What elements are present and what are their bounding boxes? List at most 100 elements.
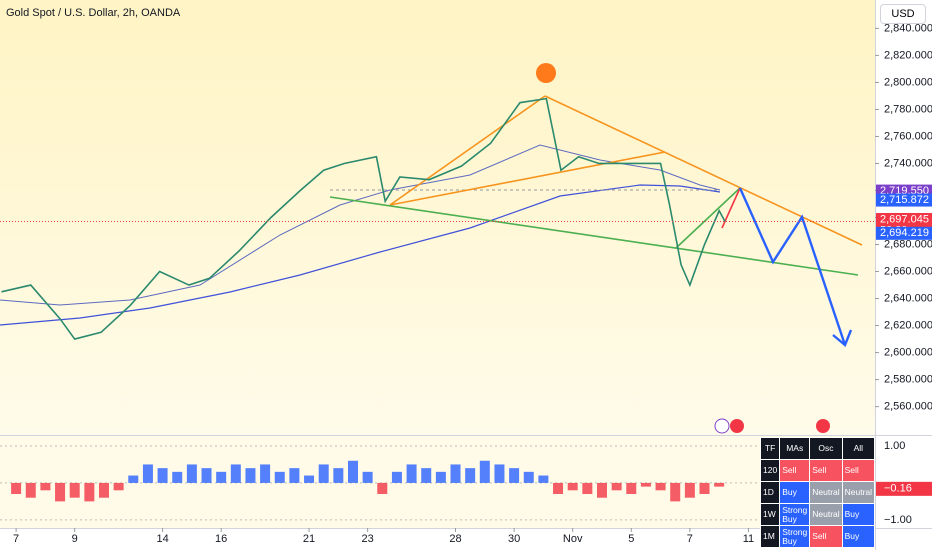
y-tick-label: 2,640.000 xyxy=(884,292,932,304)
price-tag-label: 2,694.219 xyxy=(880,227,929,239)
price-tag xyxy=(876,226,932,240)
osc-bar xyxy=(655,482,666,491)
osc-bar xyxy=(538,475,549,483)
x-tick-label: 23 xyxy=(362,533,374,545)
osc-bar xyxy=(201,468,212,483)
x-tick-label: 5 xyxy=(628,533,634,545)
osc-bar xyxy=(567,482,578,491)
osc-bar xyxy=(186,464,197,483)
table-cell: Buy xyxy=(841,503,876,526)
osc-bar xyxy=(714,482,725,487)
table-cell: Osc xyxy=(809,437,843,460)
osc-bar xyxy=(523,471,534,483)
table-cell: Strong Buy xyxy=(779,503,811,526)
table-cell: Buy xyxy=(841,525,876,548)
y-tick-label: 2,780.000 xyxy=(884,103,932,115)
table-cell: Sell xyxy=(779,459,811,482)
moving-average xyxy=(0,184,721,326)
osc-bar xyxy=(465,468,476,483)
x-tick-label: 28 xyxy=(449,533,461,545)
table-cell: 1M xyxy=(759,525,781,548)
osc-bar xyxy=(172,471,183,483)
osc-bar xyxy=(347,460,358,483)
x-tick-label: Nov xyxy=(563,533,583,545)
value-tag-label: −0.16 xyxy=(884,483,912,495)
table-cell: 1D xyxy=(759,481,781,504)
value-tag xyxy=(876,481,932,496)
osc-bar xyxy=(684,482,695,498)
table-row: 1D Buy Neutral Neutral xyxy=(759,481,876,504)
table-cell: Sell xyxy=(841,459,876,482)
x-tick-label: 7 xyxy=(13,533,19,545)
event-icon xyxy=(730,419,744,433)
osc-bar xyxy=(230,464,241,483)
y-tick-label: 2,600.000 xyxy=(884,346,932,358)
table-cell: Neutral xyxy=(841,481,876,504)
osc-bar xyxy=(479,460,490,483)
x-tick-label: 9 xyxy=(72,533,78,545)
table-cell: Neutral xyxy=(809,503,843,526)
osc-bar xyxy=(450,464,461,483)
osc-bar xyxy=(377,482,388,495)
table-cell: Strong Buy xyxy=(779,525,811,548)
y-tick-label: 1.00 xyxy=(884,440,905,452)
osc-bar xyxy=(582,482,593,495)
y-tick-label: 2,660.000 xyxy=(884,265,932,277)
x-tick-label: 7 xyxy=(687,533,693,545)
osc-bar xyxy=(494,464,505,483)
osc-bar xyxy=(362,471,373,483)
osc-bar xyxy=(553,482,564,495)
fire-icon xyxy=(536,63,556,83)
table-row: 120 Sell Sell Sell xyxy=(759,459,876,482)
y-tick-label: 2,740.000 xyxy=(884,157,932,169)
table-cell: Sell xyxy=(809,459,843,482)
osc-bar xyxy=(333,468,344,483)
osc-bar xyxy=(289,468,300,483)
osc-bar xyxy=(699,482,710,495)
price-line xyxy=(1,97,726,340)
osc-bar xyxy=(40,482,51,491)
trend-line xyxy=(544,95,863,246)
osc-bar xyxy=(69,482,80,498)
y-tick-label: 2,820.000 xyxy=(884,49,932,61)
y-tick-label: 2,840.000 xyxy=(884,22,932,34)
table-row: TF MAs Osc All xyxy=(759,437,876,460)
osc-bar xyxy=(260,464,271,483)
y-tick-label: 2,800.000 xyxy=(884,76,932,88)
osc-bar xyxy=(391,471,402,483)
event-icon xyxy=(816,419,830,433)
osc-bar xyxy=(626,482,637,495)
trend-line xyxy=(389,95,546,206)
x-tick-label: 30 xyxy=(508,533,520,545)
trend-line xyxy=(389,151,666,206)
table-row: 1W Strong Buy Neutral Buy xyxy=(759,503,876,526)
projection xyxy=(738,187,847,346)
y-tick-label: 2,620.000 xyxy=(884,319,932,331)
table-cell: MAs xyxy=(779,437,811,460)
price-tag-label: 2,697.045 xyxy=(880,213,929,225)
table-cell: 120 xyxy=(759,459,781,482)
price-tag-label: 2,715.872 xyxy=(880,194,929,206)
price-tag xyxy=(876,193,932,207)
y-tick-label: 2,680.000 xyxy=(884,238,932,250)
osc-bar xyxy=(113,482,124,491)
osc-bar xyxy=(304,475,315,483)
y-tick-label: −1.00 xyxy=(884,514,912,526)
osc-bar xyxy=(245,468,256,483)
osc-bar xyxy=(640,482,651,487)
osc-bar xyxy=(318,464,329,483)
price-pane xyxy=(0,0,875,435)
x-tick-label: 11 xyxy=(743,533,754,545)
signal-table: TF MAs Osc All 120 Sell Sell Sell 1D Buy Neutral Ne… xyxy=(759,437,876,548)
trend-line xyxy=(329,196,859,276)
y-tick-label: 2,760.000 xyxy=(884,130,932,142)
osc-bar xyxy=(509,468,520,483)
osc-bar xyxy=(435,471,446,483)
osc-bar xyxy=(670,482,681,502)
x-tick-label: 14 xyxy=(156,533,168,545)
osc-bar xyxy=(406,464,417,483)
table-cell: TF xyxy=(759,437,781,460)
currency-button[interactable]: USD xyxy=(880,4,926,24)
